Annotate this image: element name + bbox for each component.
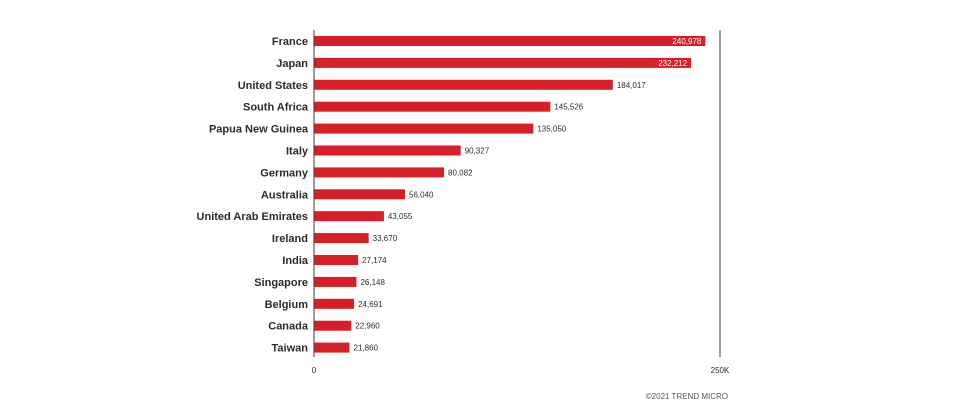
bar — [314, 101, 551, 112]
x-tick-label: 0 — [312, 366, 317, 375]
bar — [314, 342, 350, 353]
copyright-notice: ©2021 TREND MICRO — [645, 392, 728, 401]
category-label: Canada — [268, 321, 309, 333]
category-label: Japan — [276, 58, 308, 70]
category-label: India — [282, 255, 309, 267]
bar — [314, 276, 357, 287]
bar — [314, 298, 355, 309]
value-label: 43,055 — [388, 212, 413, 221]
value-label: 90,327 — [465, 147, 490, 156]
category-label: South Africa — [243, 102, 309, 114]
category-label: France — [272, 36, 308, 48]
category-label: Australia — [261, 189, 309, 201]
value-label: 33,670 — [373, 234, 398, 243]
bar — [314, 167, 445, 178]
value-label: 80,082 — [448, 168, 473, 177]
bar — [314, 123, 534, 134]
category-label: Taiwan — [272, 343, 309, 355]
value-label: 184,017 — [617, 81, 646, 90]
bar — [314, 320, 352, 331]
value-label: 26,148 — [360, 278, 385, 287]
category-label: Belgium — [265, 299, 309, 311]
bar — [314, 255, 359, 265]
bars-layer: France 240,978 Japan 232,212 United States 18… — [197, 36, 706, 355]
category-label: Ireland — [272, 233, 308, 245]
bar — [314, 145, 461, 156]
value-label: 21,860 — [354, 344, 379, 353]
category-label: United States — [238, 80, 308, 92]
value-label: 240,978 — [672, 37, 701, 46]
category-label: United Arab Emirates — [197, 211, 308, 223]
x-axis-ticks: 0 250K — [312, 366, 730, 375]
category-label: Italy — [286, 146, 309, 158]
category-label: Singapore — [254, 277, 308, 289]
category-label: Papua New Guinea — [209, 124, 309, 136]
value-label: 135,050 — [537, 125, 566, 134]
bar — [314, 57, 692, 68]
bar — [314, 233, 369, 244]
value-label: 145,526 — [554, 103, 583, 112]
value-label: 27,174 — [362, 256, 387, 265]
value-label: 24,691 — [358, 300, 383, 309]
value-label: 22,960 — [355, 322, 380, 331]
x-tick-label: 250K — [711, 366, 730, 375]
bar — [314, 79, 613, 90]
bar — [314, 36, 706, 46]
value-label: 56,040 — [409, 190, 434, 199]
value-label: 232,212 — [658, 59, 687, 68]
bar — [314, 189, 406, 200]
bar — [314, 211, 384, 222]
category-label: Germany — [260, 167, 309, 179]
